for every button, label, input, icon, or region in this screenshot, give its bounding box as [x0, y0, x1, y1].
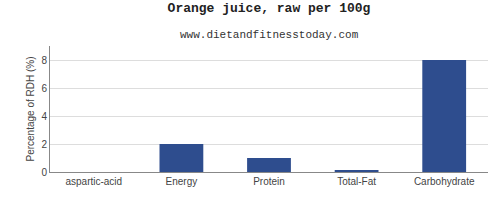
svg-text:Orange juice, raw per 100g: Orange juice, raw per 100g	[168, 1, 371, 16]
svg-text:www.dietandfitnesstoday.com: www.dietandfitnesstoday.com	[180, 29, 359, 41]
svg-text:8: 8	[41, 55, 47, 66]
svg-text:2: 2	[41, 139, 47, 150]
svg-text:0: 0	[41, 167, 47, 178]
svg-text:Energy: Energy	[166, 176, 198, 187]
svg-text:aspartic-acid: aspartic-acid	[65, 176, 122, 187]
svg-text:Total-Fat: Total-Fat	[337, 176, 376, 187]
svg-text:6: 6	[41, 83, 47, 94]
svg-text:4: 4	[41, 111, 47, 122]
svg-text:Protein: Protein	[253, 176, 285, 187]
svg-text:Percentage of RDH (%): Percentage of RDH (%)	[25, 56, 36, 161]
svg-text:Carbohydrate: Carbohydrate	[414, 176, 475, 187]
